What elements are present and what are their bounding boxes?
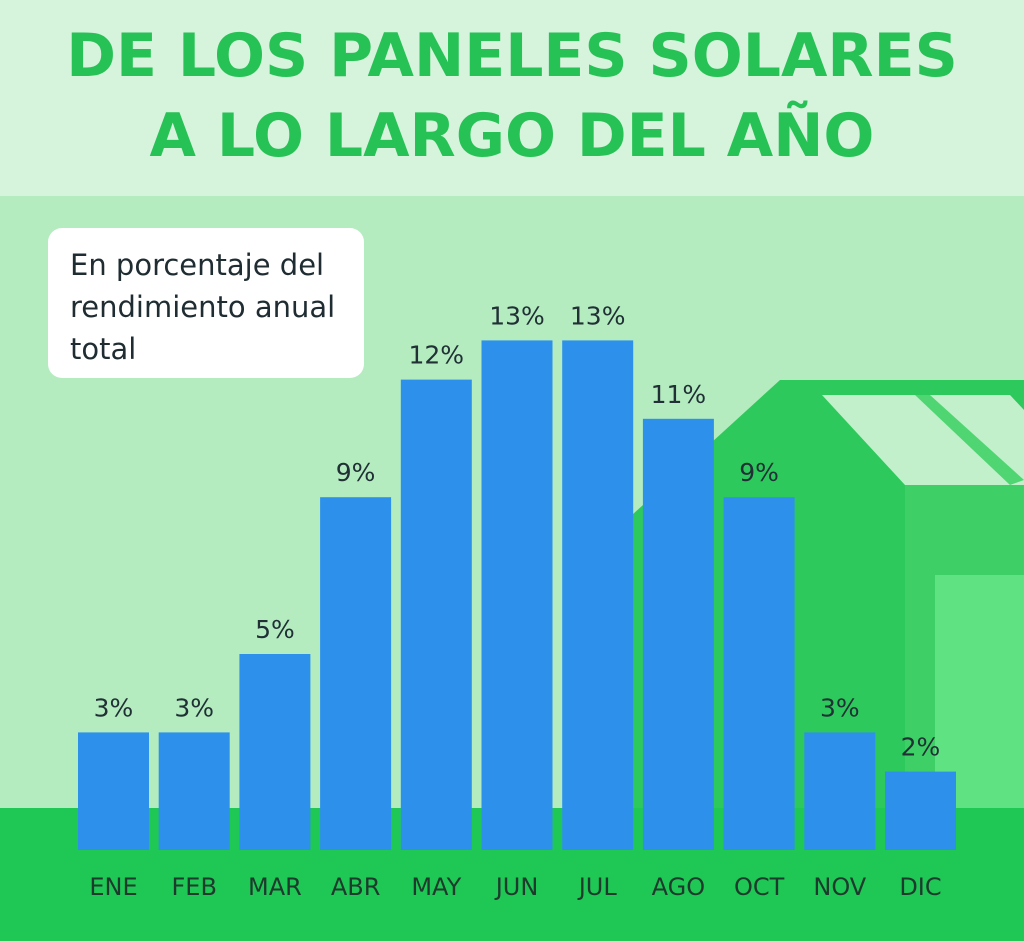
- tick-label-mar: MAR: [248, 873, 302, 901]
- value-label-jun: 13%: [489, 301, 545, 330]
- value-label-nov: 3%: [820, 693, 860, 722]
- value-label-mar: 5%: [255, 615, 295, 644]
- x-axis-tick-labels: ENE FEB MAR ABR MAY JUN JUL AGO OCT NOV DIC: [89, 873, 941, 901]
- value-label-ago: 11%: [651, 380, 707, 409]
- tick-label-ene: ENE: [89, 873, 137, 901]
- value-label-oct: 9%: [739, 458, 779, 487]
- bar-abr: [320, 497, 392, 850]
- tick-label-nov: NOV: [813, 873, 866, 901]
- header-band: [0, 0, 1024, 196]
- bar-feb: [158, 732, 230, 850]
- bar-nov: [804, 732, 876, 850]
- bar-dic: [885, 771, 956, 850]
- tick-label-jul: JUL: [577, 873, 618, 901]
- value-labels-group: 3% 3% 5% 9% 12% 13% 13% 11% 9% 3% 2%: [94, 301, 941, 761]
- bar-jul: [562, 340, 634, 850]
- value-label-jul: 13%: [570, 301, 626, 330]
- title-line-2: A LO LARGO DEL AÑO: [149, 101, 875, 171]
- solar-panel: [822, 395, 1024, 485]
- tick-label-abr: ABR: [331, 873, 381, 901]
- value-label-may: 12%: [409, 341, 465, 370]
- tick-label-dic: DIC: [899, 873, 941, 901]
- subtitle: En porcentaje del rendimiento anual tota…: [70, 248, 336, 366]
- bar-oct: [723, 497, 795, 850]
- bar-may: [400, 379, 472, 850]
- bar-ene: [78, 732, 149, 850]
- bars-group: [78, 340, 956, 850]
- bar-jun: [481, 340, 553, 850]
- title-line-1: DE LOS PANELES SOLARES: [66, 21, 958, 91]
- value-label-feb: 3%: [174, 693, 214, 722]
- value-label-abr: 9%: [336, 458, 376, 487]
- tick-label-may: MAY: [411, 873, 461, 901]
- tick-label-feb: FEB: [171, 873, 216, 901]
- subtitle-card: En porcentaje del rendimiento anual tota…: [48, 228, 364, 378]
- value-label-dic: 2%: [901, 733, 941, 762]
- solar-panel-frame: [915, 395, 1024, 485]
- tick-label-oct: OCT: [734, 873, 785, 901]
- tick-label-ago: AGO: [652, 873, 705, 901]
- bar-ago: [642, 418, 714, 850]
- value-label-ene: 3%: [94, 693, 134, 722]
- tick-label-jun: JUN: [494, 873, 539, 901]
- bar-mar: [239, 654, 311, 850]
